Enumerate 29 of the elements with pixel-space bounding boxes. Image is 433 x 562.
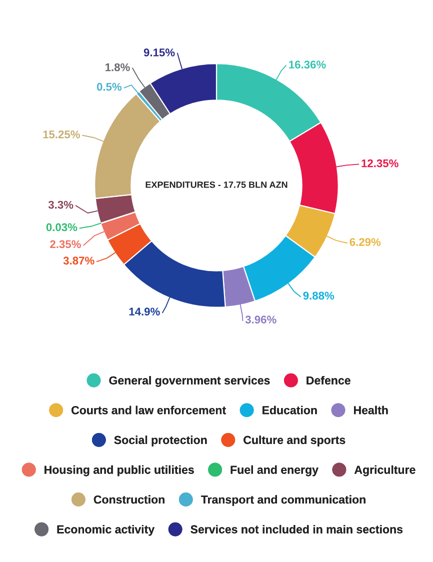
legend-label: Services not included in main sections bbox=[190, 524, 403, 534]
data-label: 3.96% bbox=[245, 316, 276, 324]
data-label: 2.35% bbox=[50, 240, 81, 248]
data-label: 9.88% bbox=[303, 292, 334, 300]
data-label: 14.9% bbox=[129, 308, 160, 316]
data-label: 1.8% bbox=[106, 63, 130, 72]
text: EXPENDITURES - 17.75 BLN AZN bbox=[146, 181, 288, 188]
legend-label: Agriculture bbox=[354, 465, 416, 476]
legend-label: Fuel and energy bbox=[230, 465, 318, 476]
data-label: 16.36% bbox=[289, 60, 326, 69]
legend-label: Construction bbox=[94, 495, 164, 504]
data-label: 6.29% bbox=[350, 238, 381, 246]
data-label: 0.5% bbox=[96, 82, 122, 91]
data-label: 12.35% bbox=[362, 159, 398, 168]
legend-label: Culture and sports bbox=[244, 436, 346, 446]
data-label: 9.15% bbox=[144, 48, 175, 56]
legend-label: Defence bbox=[306, 376, 350, 385]
legend-label: Transport and communication bbox=[200, 495, 366, 506]
legend-label: Housing and public utilities bbox=[44, 465, 194, 476]
data-label: 3.3% bbox=[48, 200, 74, 209]
legend-label: Health bbox=[354, 406, 388, 414]
legend-label: Courts and law enforcement bbox=[72, 406, 226, 414]
legend-label: Social protection bbox=[114, 436, 207, 446]
legend-label: Education bbox=[262, 406, 317, 414]
data-label: 15.25% bbox=[43, 130, 80, 138]
legend-label: Economic activity bbox=[57, 524, 155, 536]
data-label: 0.03% bbox=[46, 223, 78, 232]
legend-label: General government services bbox=[109, 376, 270, 387]
data-label: 3.87% bbox=[63, 256, 94, 265]
